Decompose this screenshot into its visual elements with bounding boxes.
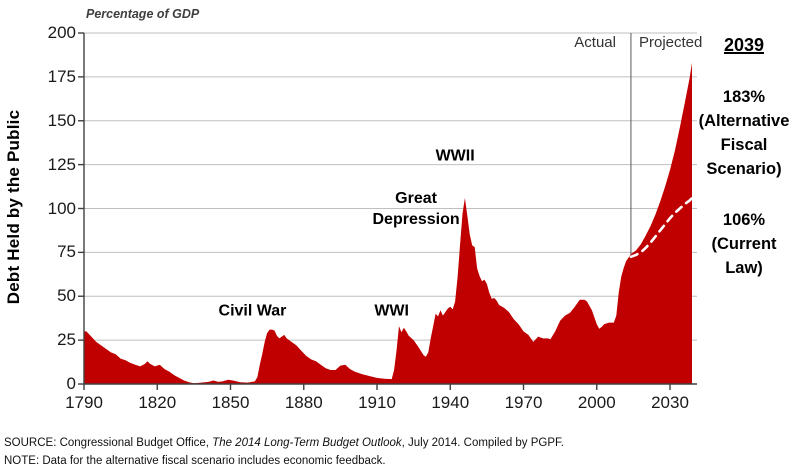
- annotation-wwii: WWII: [435, 147, 475, 165]
- y-tick-label: 50: [57, 286, 76, 306]
- x-tick-label: 2000: [577, 393, 616, 412]
- x-tick-label: 1850: [211, 393, 250, 412]
- y-tick-label: 100: [47, 198, 76, 218]
- source-suffix: , July 2014. Compiled by PGPF.: [401, 437, 564, 449]
- x-tick-label: 2030: [651, 393, 689, 412]
- y-tick-label: 75: [57, 242, 76, 262]
- y-tick-label: 175: [47, 66, 76, 86]
- y-tick-label: 200: [47, 23, 76, 42]
- callout-cl-line3: Law): [725, 259, 763, 277]
- callout-cl-percent: 106%: [722, 211, 766, 229]
- callout-year-2039: 2039: [723, 35, 765, 55]
- x-tick-label: 1880: [284, 393, 323, 412]
- source-line: SOURCE: Congressional Budget Office, The…: [4, 437, 564, 449]
- actual-phase-label: Actual: [574, 34, 616, 51]
- callout-cl-line2: (Current: [711, 235, 777, 253]
- y-axis-title: Debt Held by the Public: [4, 109, 23, 305]
- callout-afs-line3: Fiscal: [720, 136, 768, 154]
- chart-title: Percentage of GDP: [86, 7, 200, 21]
- annotation-civil-war: Civil War: [218, 302, 287, 320]
- projected-phase-label: Projected: [639, 34, 703, 51]
- x-tick-label: 1970: [504, 393, 543, 412]
- y-tick-label: 25: [57, 330, 76, 350]
- source-title: The 2014 Long-Term Budget Outlook: [212, 437, 402, 449]
- note-line: NOTE: Data for the alternative fiscal sc…: [4, 455, 386, 467]
- y-tick-label: 150: [47, 110, 76, 130]
- x-tick-label: 1820: [138, 393, 177, 412]
- callout-afs-line4: Scenario): [706, 160, 782, 178]
- callout-afs-percent: 183%: [722, 88, 766, 106]
- x-tick-label: 1940: [431, 393, 470, 412]
- x-tick-label: 1910: [358, 393, 396, 412]
- debt-area-series: [84, 62, 692, 385]
- y-tick-label: 0: [66, 374, 76, 393]
- x-tick-label: 1790: [65, 393, 103, 412]
- annotation-wwi: WWI: [374, 302, 409, 320]
- callout-afs-line2: (Alternative: [698, 112, 790, 130]
- y-tick-label: 125: [47, 154, 76, 174]
- annotation-great-depression: Great Depression: [372, 189, 460, 228]
- source-prefix: SOURCE: Congressional Budget Office,: [4, 437, 213, 449]
- current-law-dashed-line: [629, 196, 694, 259]
